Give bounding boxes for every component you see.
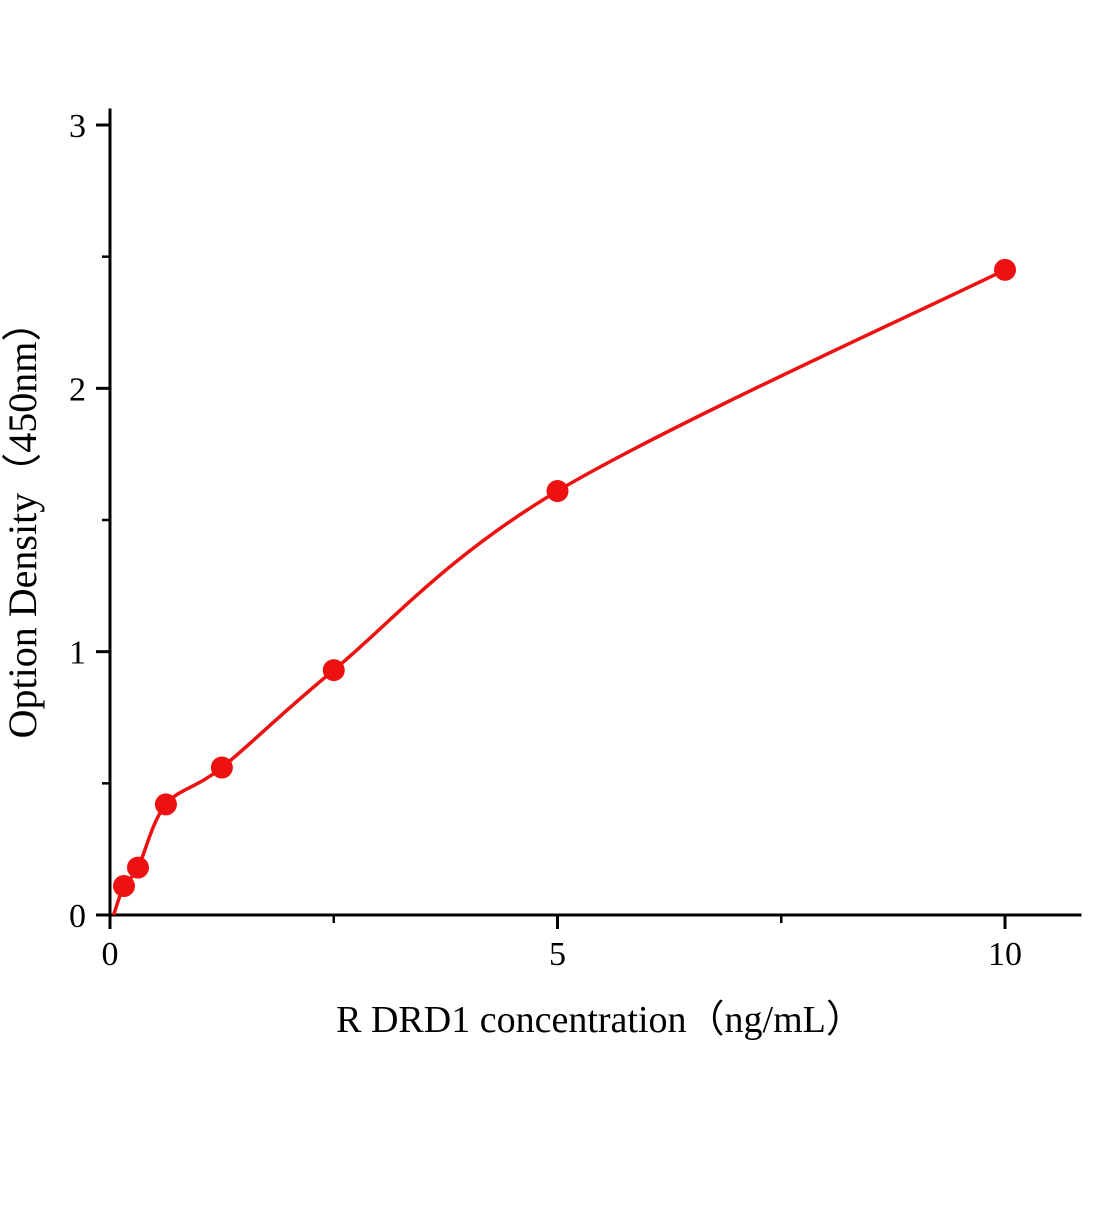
y-tick-label: 0 — [69, 898, 86, 935]
data-point — [994, 258, 1016, 281]
y-tick-label: 1 — [69, 635, 86, 672]
fit-curve — [111, 268, 1006, 916]
data-point — [210, 756, 233, 779]
plot-area: 0 5 10 0 1 2 3 — [69, 108, 1082, 973]
x-tick-label: 5 — [549, 936, 566, 973]
axis-lines — [108, 108, 1082, 917]
y-tick-label: 3 — [69, 108, 86, 145]
data-point — [154, 793, 177, 816]
x-tick-label: 0 — [102, 936, 119, 973]
x-tick-label: 10 — [988, 936, 1022, 973]
y-tick-label: 2 — [69, 371, 86, 408]
data-point — [546, 480, 569, 503]
data-point — [112, 875, 135, 898]
y-axis-title: Option Density（450nm） — [0, 302, 45, 739]
data-point — [322, 659, 345, 682]
x-axis-title: R DRD1 concentration（ng/mL） — [336, 999, 864, 1041]
data-point — [126, 856, 149, 879]
